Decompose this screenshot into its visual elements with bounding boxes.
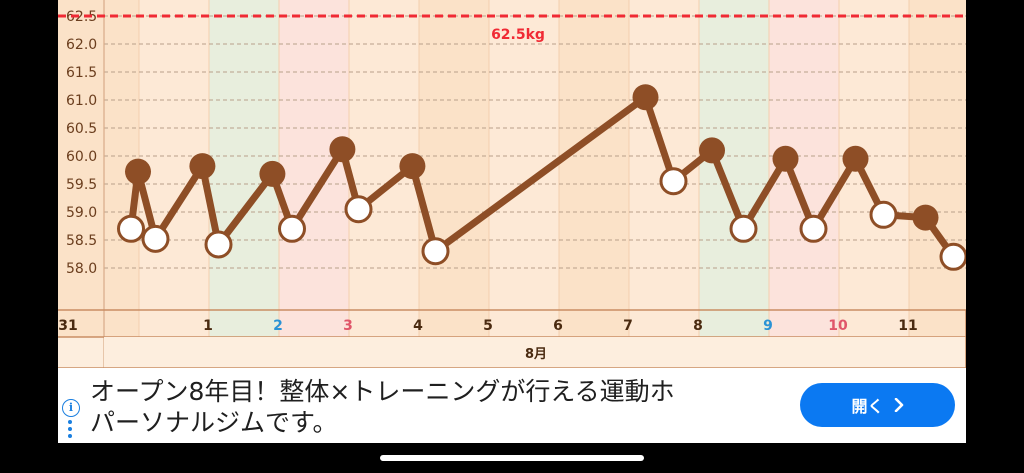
x-tick-label: 3 (343, 318, 353, 334)
y-tick-label: 62.5 (66, 9, 97, 25)
data-point[interactable] (204, 230, 233, 259)
ad-banner[interactable]: i オープン8年目！整体×トレーニングが行える運動ホ パーソナルジムです。 開く (58, 368, 966, 443)
month-row (104, 337, 966, 368)
data-point[interactable] (869, 200, 898, 229)
data-point[interactable] (939, 242, 966, 271)
data-point[interactable] (125, 158, 151, 185)
x-tick-label: 7 (623, 318, 633, 334)
x-tick-label: 9 (763, 318, 773, 334)
y-tick-label: 60.5 (66, 121, 97, 137)
app-screen: 58.0 58.5 59.0 59.5 60.0 60.5 61.0 61.5 62.0 62.5… (58, 0, 966, 443)
data-point[interactable] (699, 137, 725, 164)
chevron-right-icon (894, 398, 903, 412)
data-point[interactable] (399, 153, 426, 180)
data-point[interactable] (799, 214, 828, 243)
x-tick-label: 2 (273, 318, 283, 334)
x-tick-label: 10 (828, 318, 848, 334)
y-tick-label: 62.0 (66, 37, 97, 53)
data-point[interactable] (729, 214, 758, 243)
y-tick-label: 58.5 (66, 233, 97, 249)
day-band (699, 0, 769, 337)
x-tick-label: 6 (553, 318, 563, 334)
month-label: 8月 (525, 347, 547, 362)
data-point[interactable] (772, 145, 799, 172)
x-tick-label: 1 (203, 318, 213, 334)
day-band (559, 0, 629, 337)
home-indicator[interactable] (380, 455, 644, 461)
day-band (909, 0, 966, 337)
x-tick-label: 31 (58, 318, 77, 334)
y-tick-label: 61.0 (66, 93, 97, 109)
x-tick-label: 8 (693, 318, 703, 334)
x-tick-label: 5 (483, 318, 493, 334)
x-tick-label: 4 (413, 318, 423, 334)
ad-menu-icon[interactable] (68, 420, 72, 441)
ad-open-button-label: 開く (851, 397, 884, 416)
data-point[interactable] (141, 224, 170, 253)
y-tick-label: 58.0 (66, 261, 97, 277)
data-point[interactable] (189, 153, 216, 180)
y-tick-label: 60.0 (66, 149, 97, 165)
data-point[interactable] (278, 214, 306, 243)
target-label: 62.5kg (491, 27, 545, 43)
x-tick-label: 11 (898, 318, 917, 334)
ad-open-button[interactable]: 開く (800, 383, 955, 427)
ad-text[interactable]: オープン8年目！整体×トレーニングが行える運動ホ パーソナルジムです。 (90, 377, 675, 437)
data-point[interactable] (329, 136, 356, 163)
y-tick-label: 59.0 (66, 205, 97, 221)
data-point[interactable] (659, 167, 688, 196)
day-band (279, 0, 349, 337)
info-icon[interactable]: i (62, 399, 80, 417)
data-point[interactable] (632, 84, 659, 111)
y-tick-label: 61.5 (66, 65, 97, 81)
data-point[interactable] (344, 195, 373, 224)
day-band (419, 0, 489, 337)
data-point[interactable] (912, 204, 939, 231)
data-point[interactable] (117, 214, 145, 243)
data-point[interactable] (259, 160, 286, 187)
data-point[interactable] (421, 237, 450, 266)
weight-chart[interactable]: 58.0 58.5 59.0 59.5 60.0 60.5 61.0 61.5 62.0 62.5… (58, 0, 966, 368)
y-tick-label: 59.5 (66, 177, 97, 193)
data-point[interactable] (842, 145, 869, 172)
